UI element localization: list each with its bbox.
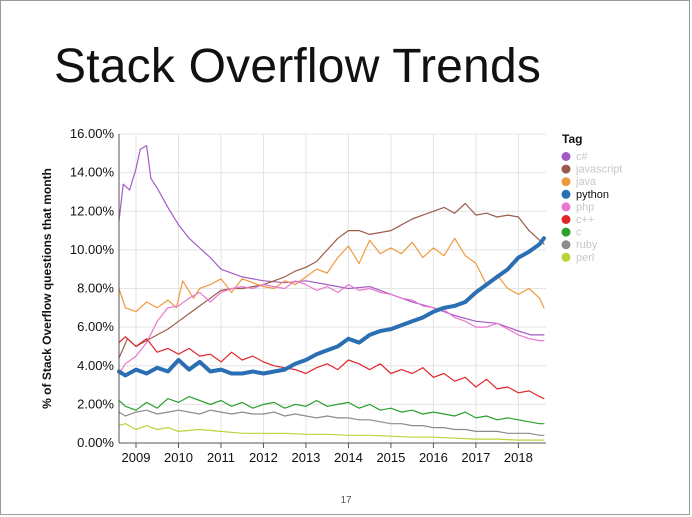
x-tick-label: 2016 [419,450,448,465]
slide-title: Stack Overflow Trends [54,40,542,93]
y-tick-label: 4.00% [77,358,114,373]
legend-entry: c# [576,151,589,163]
y-axis-label: % of Stack Overflow questions that month [40,168,54,409]
legend-title: Tag [562,132,582,146]
x-tick-label: 2014 [334,450,363,465]
legend-entry: c [576,227,582,239]
legend-swatch [561,202,571,212]
legend-entry: perl [576,252,594,264]
y-tick-label: 0.00% [77,435,114,450]
legend-swatch [561,215,571,224]
x-tick-label: 2018 [504,450,533,465]
legend-entry: ruby [576,239,598,251]
chart-series [117,145,546,441]
series-line-java [118,237,545,313]
y-tick-label: 16.00% [70,126,115,141]
legend-entry: java [575,176,597,188]
y-tick-label: 12.00% [70,203,115,218]
series-line-python [117,236,546,378]
y-tick-label: 6.00% [77,319,114,334]
series-line-csharp [118,145,545,336]
series-line-php [118,280,545,375]
x-tick-label: 2015 [376,450,405,465]
legend-entry: javascript [575,164,622,176]
legend-swatch [561,177,571,187]
y-tick-label: 2.00% [77,396,114,411]
x-tick-label: 2012 [249,450,278,465]
x-tick-label: 2009 [122,450,151,465]
y-tick-label: 10.00% [70,242,115,257]
legend-swatch [561,152,571,161]
series-line-ruby [118,409,545,436]
legend-entry: c++ [576,214,594,226]
chart-axes: 0.00% 2.00% 4.00% 6.00% 8.00% 10.00% 12.00% 14.… [40,126,546,465]
legend-entry: python [576,189,609,201]
y-tick-label: 8.00% [77,281,114,296]
page-number: 17 [340,495,352,506]
x-tick-label: 2017 [461,450,490,465]
legend-swatch [561,189,571,199]
legend-swatch [561,227,571,237]
legend-swatch [561,164,571,174]
series-line-c [118,396,545,425]
x-tick-label: 2013 [291,450,320,465]
legend-swatch [561,240,571,250]
series-line-cplusplus [118,336,545,400]
legend-swatch [561,252,571,262]
series-line-perl [118,423,545,441]
y-tick-label: 14.00% [70,165,115,180]
series-line-javascript [118,202,545,359]
legend-entry: php [576,201,594,213]
x-tick-label: 2011 [207,450,235,465]
x-tick-label: 2010 [164,450,193,465]
